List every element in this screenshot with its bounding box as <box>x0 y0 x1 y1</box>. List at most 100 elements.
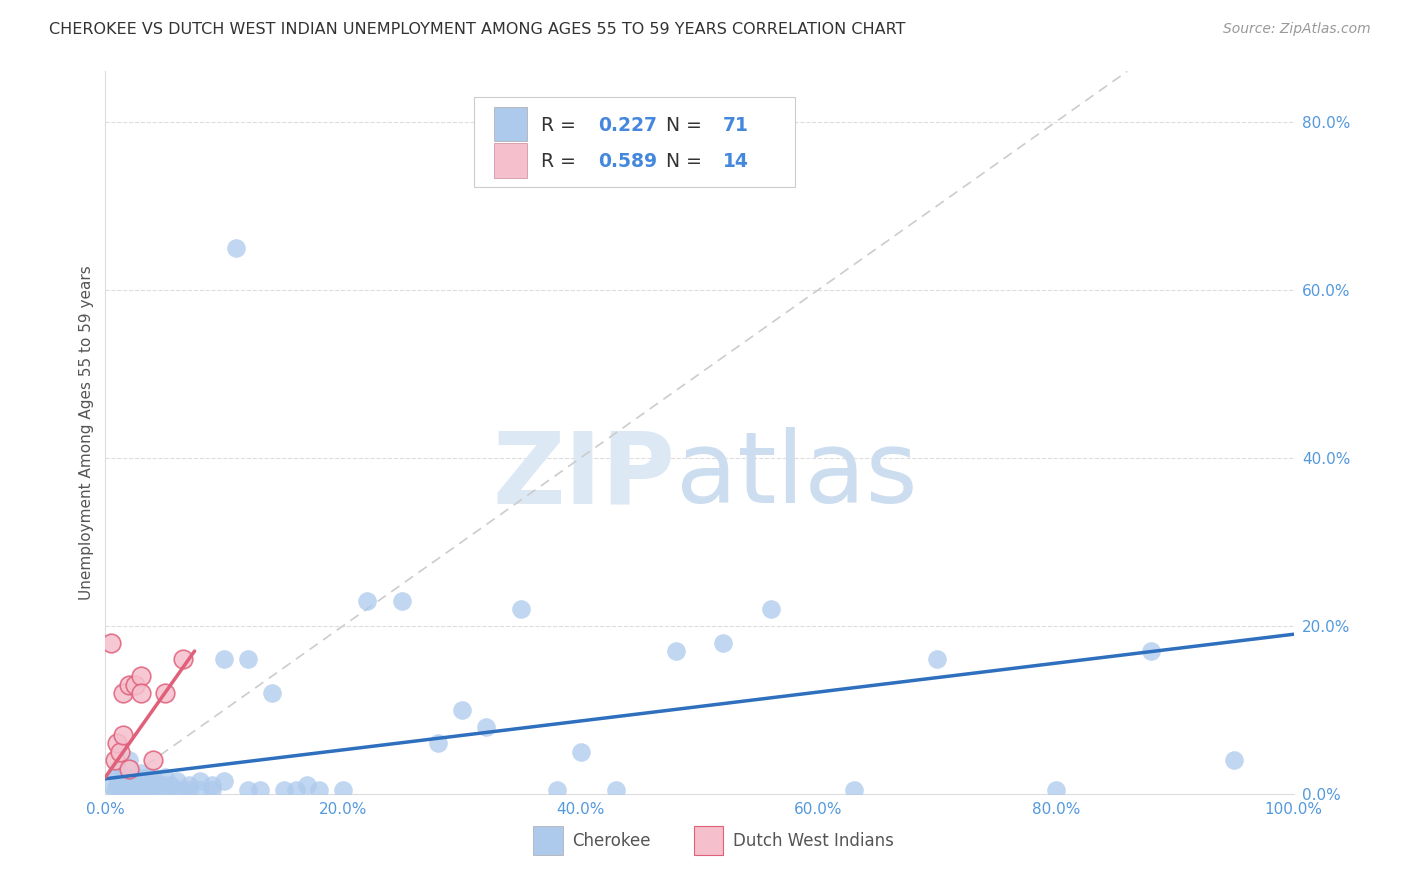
Point <box>510 602 533 616</box>
FancyBboxPatch shape <box>494 107 527 142</box>
Point <box>166 774 188 789</box>
Point <box>842 782 865 797</box>
Text: Cherokee: Cherokee <box>572 832 651 850</box>
Point <box>1045 782 1067 797</box>
Text: CHEROKEE VS DUTCH WEST INDIAN UNEMPLOYMENT AMONG AGES 55 TO 59 YEARS CORRELATION: CHEROKEE VS DUTCH WEST INDIAN UNEMPLOYME… <box>49 22 905 37</box>
Point <box>112 728 135 742</box>
Point <box>118 753 141 767</box>
Point <box>153 686 176 700</box>
Point <box>1223 753 1246 767</box>
Point <box>153 770 176 784</box>
Text: N =: N = <box>666 153 709 171</box>
Point <box>260 686 283 700</box>
Point <box>925 652 948 666</box>
Text: R =: R = <box>541 116 582 135</box>
Point <box>1140 644 1163 658</box>
Point <box>142 753 165 767</box>
FancyBboxPatch shape <box>533 826 562 855</box>
Point <box>332 782 354 797</box>
Point <box>142 782 165 797</box>
Point <box>190 774 212 789</box>
Point <box>105 736 128 750</box>
Point <box>172 782 194 797</box>
Y-axis label: Unemployment Among Ages 55 to 59 years: Unemployment Among Ages 55 to 59 years <box>79 265 94 600</box>
Point <box>201 779 224 793</box>
Point <box>129 765 152 780</box>
Point <box>214 774 236 789</box>
Point <box>105 762 128 776</box>
Point <box>177 782 200 797</box>
Point <box>124 678 146 692</box>
Point <box>100 635 122 649</box>
Point <box>711 635 734 649</box>
Point <box>214 652 236 666</box>
Point <box>112 686 135 700</box>
Text: Dutch West Indians: Dutch West Indians <box>733 832 894 850</box>
Point <box>124 770 146 784</box>
Text: ZIP: ZIP <box>494 427 676 524</box>
Text: N =: N = <box>666 116 709 135</box>
FancyBboxPatch shape <box>693 826 723 855</box>
Point <box>665 644 688 658</box>
Point <box>546 782 568 797</box>
Text: 0.589: 0.589 <box>599 153 658 171</box>
Text: atlas: atlas <box>676 427 917 524</box>
Point <box>297 779 319 793</box>
Point <box>142 770 165 784</box>
Point <box>172 652 194 666</box>
Point <box>129 782 152 797</box>
Point <box>105 779 128 793</box>
Point <box>201 782 224 797</box>
Point <box>124 779 146 793</box>
Point <box>114 779 136 793</box>
Point <box>474 720 496 734</box>
Point <box>605 782 627 797</box>
Point <box>249 782 271 797</box>
FancyBboxPatch shape <box>494 143 527 178</box>
Point <box>148 779 170 793</box>
Point <box>136 770 159 784</box>
Point <box>569 745 592 759</box>
FancyBboxPatch shape <box>474 96 794 187</box>
Point <box>129 774 152 789</box>
Point <box>129 669 152 683</box>
Point <box>118 782 141 797</box>
Text: R =: R = <box>541 153 582 171</box>
Point <box>128 779 150 793</box>
Point <box>166 782 188 797</box>
Point <box>104 782 127 797</box>
Text: 71: 71 <box>723 116 749 135</box>
Point <box>129 779 152 793</box>
Point <box>105 770 128 784</box>
Point <box>308 782 330 797</box>
Point <box>427 736 450 750</box>
Point <box>118 770 141 784</box>
Point <box>108 745 131 759</box>
Point <box>142 779 165 793</box>
Point <box>225 241 247 255</box>
Point <box>159 779 181 793</box>
Point <box>118 779 141 793</box>
Point <box>100 779 122 793</box>
Point <box>236 782 259 797</box>
Point <box>759 602 782 616</box>
Point <box>236 652 259 666</box>
Point <box>112 782 135 797</box>
Point <box>115 779 138 793</box>
Point <box>108 782 131 797</box>
Text: Source: ZipAtlas.com: Source: ZipAtlas.com <box>1223 22 1371 37</box>
Point <box>356 593 378 607</box>
Point <box>118 678 141 692</box>
Point <box>124 782 146 797</box>
Point <box>121 782 143 797</box>
Point <box>118 762 141 776</box>
Text: 14: 14 <box>723 153 749 171</box>
Point <box>450 703 472 717</box>
Text: 0.227: 0.227 <box>599 116 658 135</box>
Point <box>177 779 200 793</box>
Point <box>190 782 212 797</box>
Point <box>136 782 159 797</box>
Point <box>104 753 127 767</box>
Point <box>153 782 176 797</box>
Point <box>112 770 135 784</box>
